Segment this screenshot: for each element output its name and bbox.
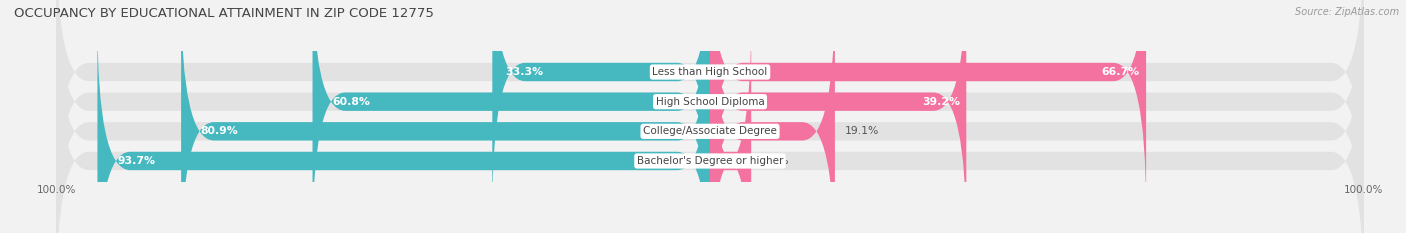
FancyBboxPatch shape <box>56 0 1364 233</box>
FancyBboxPatch shape <box>710 22 751 233</box>
Text: 19.1%: 19.1% <box>845 126 879 136</box>
FancyBboxPatch shape <box>56 22 1364 233</box>
Text: Source: ZipAtlas.com: Source: ZipAtlas.com <box>1295 7 1399 17</box>
FancyBboxPatch shape <box>97 22 710 233</box>
FancyBboxPatch shape <box>710 0 835 233</box>
Text: 60.8%: 60.8% <box>332 97 370 107</box>
FancyBboxPatch shape <box>181 0 710 233</box>
FancyBboxPatch shape <box>492 0 710 211</box>
Text: High School Diploma: High School Diploma <box>655 97 765 107</box>
FancyBboxPatch shape <box>710 0 1146 211</box>
Text: OCCUPANCY BY EDUCATIONAL ATTAINMENT IN ZIP CODE 12775: OCCUPANCY BY EDUCATIONAL ATTAINMENT IN Z… <box>14 7 434 20</box>
Text: 6.3%: 6.3% <box>761 156 789 166</box>
Text: 80.9%: 80.9% <box>201 126 239 136</box>
FancyBboxPatch shape <box>56 0 1364 233</box>
Text: Bachelor's Degree or higher: Bachelor's Degree or higher <box>637 156 783 166</box>
Text: 39.2%: 39.2% <box>922 97 960 107</box>
Text: 33.3%: 33.3% <box>505 67 544 77</box>
FancyBboxPatch shape <box>56 0 1364 211</box>
Text: 93.7%: 93.7% <box>117 156 155 166</box>
Text: College/Associate Degree: College/Associate Degree <box>643 126 778 136</box>
Text: 66.7%: 66.7% <box>1101 67 1140 77</box>
FancyBboxPatch shape <box>312 0 710 233</box>
Text: Less than High School: Less than High School <box>652 67 768 77</box>
FancyBboxPatch shape <box>710 0 966 233</box>
